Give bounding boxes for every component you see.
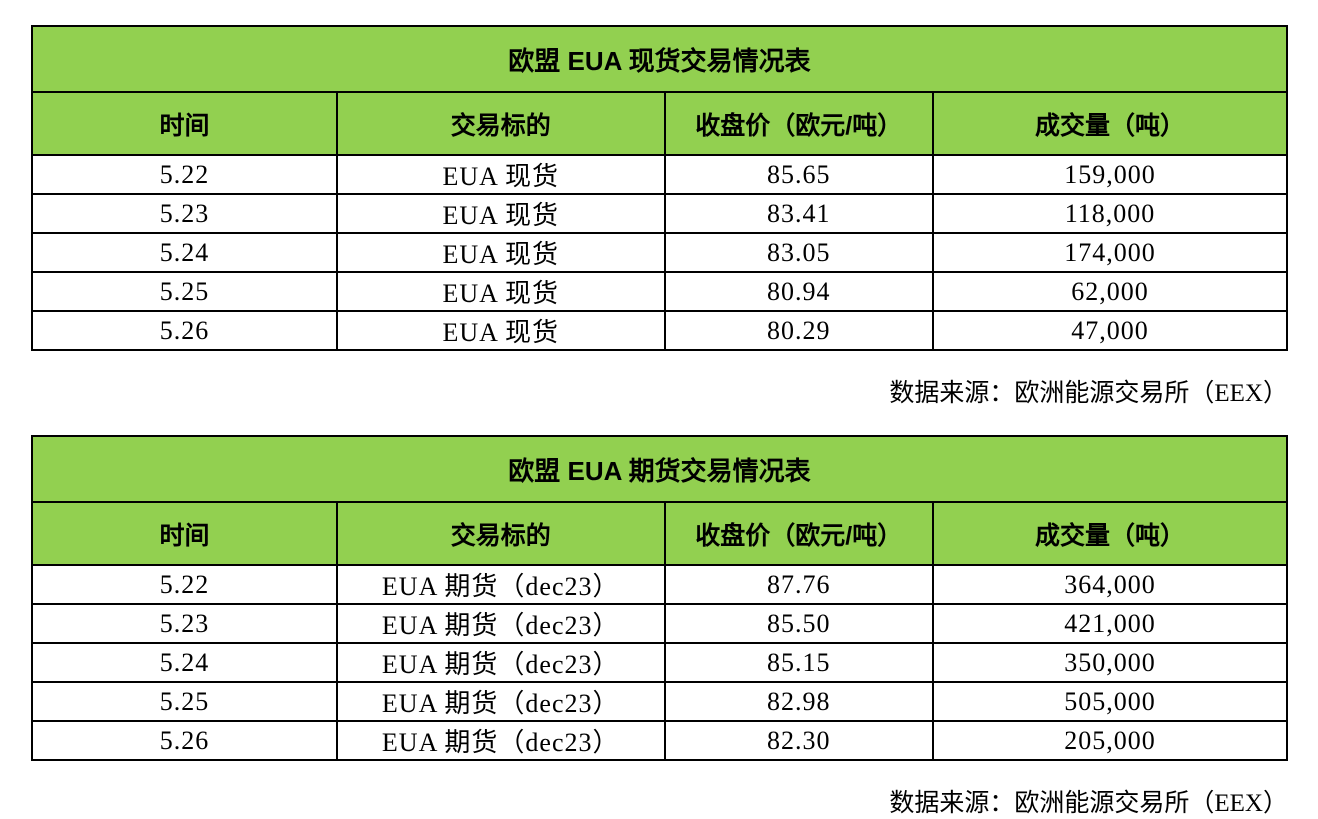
futures-table-header-row: 时间 交易标的 收盘价（欧元/吨） 成交量（吨） [31,501,1288,566]
cell-instrument: EUA 现货 [335,232,666,273]
cell-close-price: 83.41 [663,193,935,234]
cell-instrument: EUA 现货 [335,193,666,234]
table-row: 5.25 EUA 期货（dec23） 82.98 505,000 [31,681,1288,722]
cell-close-price: 85.65 [663,154,935,195]
col-header-close-price: 收盘价（欧元/吨） [663,501,935,566]
table-row: 5.23 EUA 现货 83.41 118,000 [31,193,1288,234]
spot-table: 欧盟 EUA 现货交易情况表 时间 交易标的 收盘价（欧元/吨） 成交量（吨） … [31,25,1288,351]
col-header-close-price: 收盘价（欧元/吨） [663,91,935,156]
cell-volume: 47,000 [932,310,1288,351]
cell-volume: 350,000 [932,642,1288,683]
cell-time: 5.25 [31,681,338,722]
cell-instrument: EUA 期货（dec23） [335,564,666,605]
table-row: 5.25 EUA 现货 80.94 62,000 [31,271,1288,312]
futures-table: 欧盟 EUA 期货交易情况表 时间 交易标的 收盘价（欧元/吨） 成交量（吨） … [31,435,1288,761]
cell-instrument: EUA 期货（dec23） [335,642,666,683]
cell-time: 5.25 [31,271,338,312]
cell-close-price: 82.30 [663,720,935,761]
cell-time: 5.26 [31,720,338,761]
cell-instrument: EUA 现货 [335,310,666,351]
cell-time: 5.22 [31,154,338,195]
spot-table-header-row: 时间 交易标的 收盘价（欧元/吨） 成交量（吨） [31,91,1288,156]
col-header-volume: 成交量（吨） [932,91,1288,156]
data-source-note: 数据来源：欧洲能源交易所（EEX） [889,380,1288,407]
futures-table-title: 欧盟 EUA 期货交易情况表 [31,435,1288,503]
cell-close-price: 82.98 [663,681,935,722]
col-header-instrument: 交易标的 [335,91,666,156]
table-row: 5.22 EUA 现货 85.65 159,000 [31,154,1288,195]
cell-volume: 205,000 [932,720,1288,761]
cell-time: 5.24 [31,232,338,273]
col-header-volume: 成交量（吨） [932,501,1288,566]
cell-instrument: EUA 现货 [335,154,666,195]
cell-instrument: EUA 现货 [335,271,666,312]
cell-time: 5.24 [31,642,338,683]
data-source-note: 数据来源：欧洲能源交易所（EEX） [889,790,1288,817]
table-row: 5.26 EUA 现货 80.29 47,000 [31,310,1288,351]
cell-close-price: 80.29 [663,310,935,351]
cell-volume: 421,000 [932,603,1288,644]
cell-volume: 159,000 [932,154,1288,195]
cell-volume: 174,000 [932,232,1288,273]
col-header-time: 时间 [31,501,338,566]
cell-volume: 364,000 [932,564,1288,605]
spot-table-title: 欧盟 EUA 现货交易情况表 [31,25,1288,93]
cell-instrument: EUA 期货（dec23） [335,681,666,722]
col-header-time: 时间 [31,91,338,156]
col-header-instrument: 交易标的 [335,501,666,566]
table-row: 5.22 EUA 期货（dec23） 87.76 364,000 [31,564,1288,605]
futures-table-title-row: 欧盟 EUA 期货交易情况表 [31,435,1288,503]
table-row: 5.24 EUA 期货（dec23） 85.15 350,000 [31,642,1288,683]
spot-table-title-row: 欧盟 EUA 现货交易情况表 [31,25,1288,93]
cell-instrument: EUA 期货（dec23） [335,720,666,761]
cell-close-price: 85.50 [663,603,935,644]
cell-volume: 505,000 [932,681,1288,722]
cell-time: 5.26 [31,310,338,351]
table-row: 5.23 EUA 期货（dec23） 85.50 421,000 [31,603,1288,644]
cell-instrument: EUA 期货（dec23） [335,603,666,644]
table-row: 5.26 EUA 期货（dec23） 82.30 205,000 [31,720,1288,761]
cell-time: 5.23 [31,603,338,644]
cell-time: 5.23 [31,193,338,234]
cell-close-price: 80.94 [663,271,935,312]
cell-close-price: 85.15 [663,642,935,683]
cell-volume: 118,000 [932,193,1288,234]
cell-close-price: 83.05 [663,232,935,273]
table-row: 5.24 EUA 现货 83.05 174,000 [31,232,1288,273]
cell-volume: 62,000 [932,271,1288,312]
cell-time: 5.22 [31,564,338,605]
cell-close-price: 87.76 [663,564,935,605]
